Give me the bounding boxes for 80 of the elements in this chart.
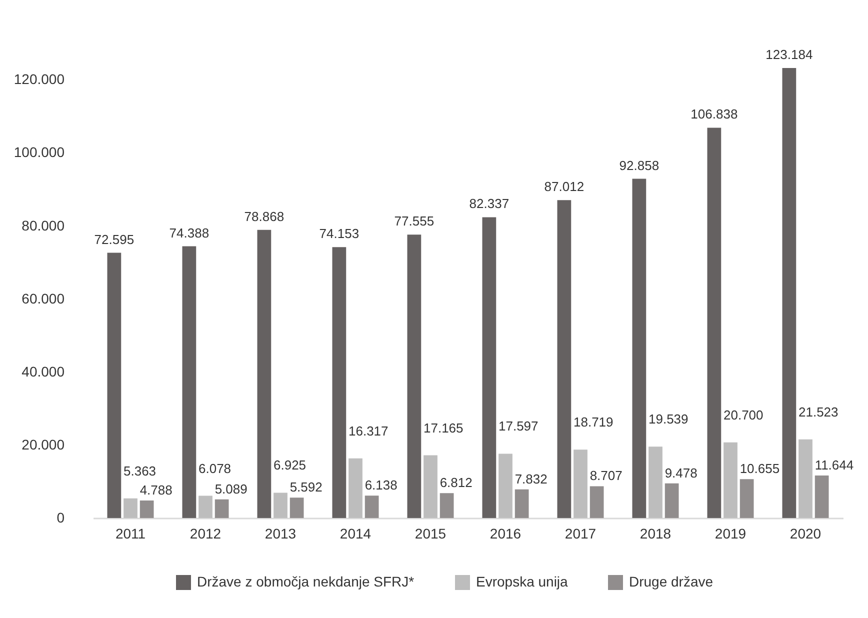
x-tick-label: 2011 [115, 526, 146, 542]
bar [707, 128, 722, 518]
bar [664, 483, 679, 518]
bar [798, 439, 812, 518]
bar [632, 178, 646, 518]
bar [274, 492, 288, 518]
x-tick-label: 2017 [564, 526, 596, 542]
y-tick-label: 0 [56, 510, 65, 526]
bar [782, 68, 796, 518]
bar [140, 500, 154, 518]
data-label: 18.719 [574, 414, 614, 430]
bar [498, 454, 512, 518]
x-tick-label: 2014 [340, 526, 372, 542]
y-tick-label: 80.000 [22, 217, 65, 234]
bar [482, 217, 496, 518]
bar [648, 446, 662, 518]
bar [514, 489, 529, 518]
x-tick-label: 2012 [190, 526, 222, 542]
bar [198, 496, 212, 518]
data-label: 6.812 [440, 475, 472, 490]
data-label: 87.012 [544, 179, 584, 194]
legend-label: Evropska unija [476, 574, 568, 590]
bar [182, 246, 196, 518]
bar [332, 247, 346, 518]
data-label: 106.838 [690, 106, 738, 122]
data-label: 6.925 [274, 458, 306, 473]
y-tick-label: 40.000 [22, 363, 65, 380]
data-label: 21.523 [798, 404, 838, 420]
y-tick-label: 60.000 [22, 290, 65, 306]
x-tick-label: 2013 [264, 526, 296, 542]
data-label: 74.153 [319, 226, 360, 242]
bar [124, 498, 138, 518]
bar [814, 475, 829, 518]
data-label: 78.868 [244, 208, 284, 224]
legend-label: Države z območja nekdanje SFRJ* [197, 574, 415, 590]
x-tick-label: 2015 [414, 526, 446, 542]
data-label: 17.597 [498, 418, 538, 434]
bar [590, 486, 604, 518]
bar [214, 499, 229, 518]
x-tick-label: 2016 [490, 526, 522, 542]
y-tick-label: 20.000 [22, 436, 65, 452]
data-label: 82.337 [469, 196, 510, 212]
data-label: 16.317 [348, 423, 388, 438]
bar [557, 200, 572, 518]
data-label: 5.363 [124, 463, 156, 478]
bar [440, 493, 454, 518]
bar [574, 450, 588, 518]
bar [364, 496, 379, 518]
data-label: 11.644 [814, 457, 854, 472]
data-label: 123.184 [766, 47, 813, 62]
data-label: 8.707 [590, 468, 622, 484]
data-label: 10.655 [740, 461, 780, 476]
data-label: 77.555 [394, 214, 434, 229]
x-tick-label: 2019 [714, 526, 746, 542]
data-label: 19.539 [648, 412, 688, 427]
data-label: 20.700 [724, 407, 764, 422]
data-label: 17.165 [424, 420, 464, 436]
bar [740, 479, 754, 518]
bar [348, 458, 362, 518]
legend-label: Druge države [629, 574, 714, 590]
data-label: 4.788 [140, 482, 172, 498]
data-label: 92.858 [619, 158, 660, 173]
x-tick-label: 2020 [790, 526, 822, 542]
bar [424, 455, 438, 518]
bar [107, 252, 122, 518]
y-tick-label: 100.000 [14, 144, 65, 160]
data-label: 7.832 [514, 471, 548, 486]
data-label: 74.388 [169, 225, 210, 240]
bar [257, 230, 272, 518]
data-label: 9.478 [664, 465, 698, 480]
bar [290, 498, 304, 518]
bar [724, 442, 738, 518]
x-tick-label: 2018 [640, 526, 672, 542]
data-label: 6.078 [198, 460, 232, 476]
data-label: 5.089 [214, 481, 248, 496]
y-tick-label: 120.000 [14, 71, 65, 88]
data-label: 6.138 [364, 478, 398, 493]
data-label: 5.592 [290, 480, 322, 495]
bar [407, 234, 422, 518]
data-label: 72.595 [94, 232, 134, 247]
